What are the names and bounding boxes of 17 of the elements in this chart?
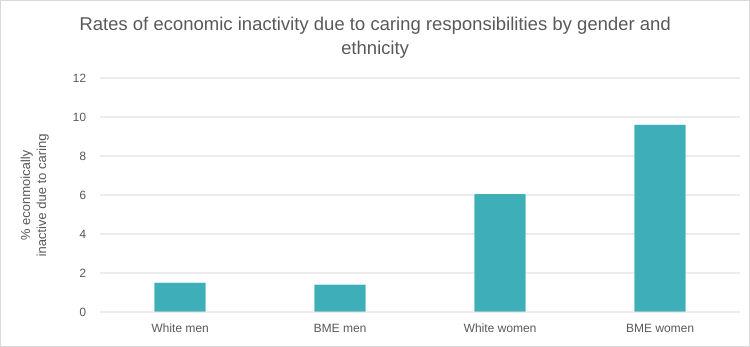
y-tick-label: 4 [79,227,86,242]
x-tick-label: BME men [314,321,366,335]
chart-title: Rates of economic inactivity due to caring responsibilities by gender and ethnicity [79,13,671,58]
bar [634,124,686,312]
bar [314,284,366,312]
x-tick-label: BME women [626,321,694,335]
bar [474,194,526,312]
y-tick-label: 0 [79,305,86,320]
y-tick-label: 10 [72,110,86,124]
y-tick-label: 8 [79,149,86,164]
y-tick-label: 2 [79,266,86,280]
y-axis-title: % econmoically inactive due to caring [18,134,49,256]
bar [154,282,206,312]
x-tick-label: White men [151,321,209,335]
y-tick-label: 6 [79,188,86,202]
x-tick-label: White women [464,321,536,335]
y-tick-label: 12 [72,71,86,86]
